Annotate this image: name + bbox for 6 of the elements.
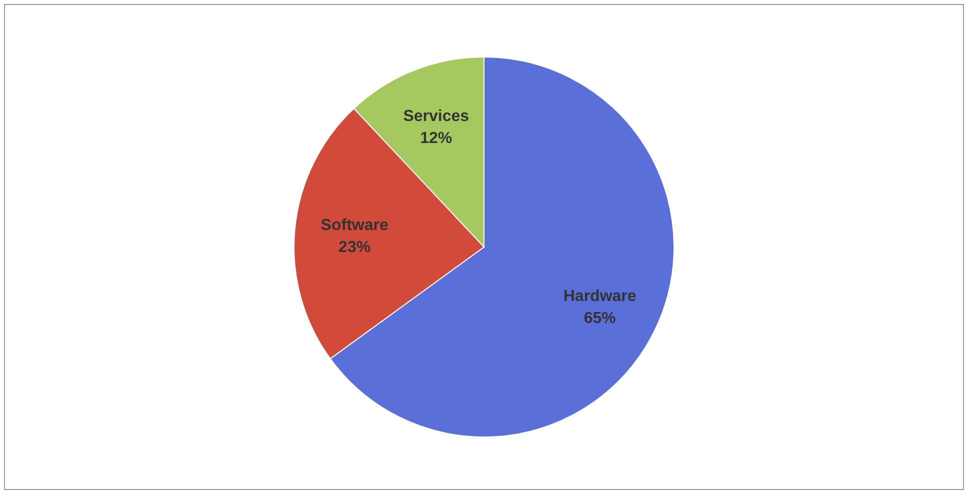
data-label: 12% xyxy=(420,130,452,148)
slice-label: Hardware xyxy=(563,288,636,306)
data-label: 23% xyxy=(338,238,371,256)
data-label: 65% xyxy=(584,310,616,328)
slice-label: Services xyxy=(403,108,470,126)
slice-label: Software xyxy=(320,216,388,234)
